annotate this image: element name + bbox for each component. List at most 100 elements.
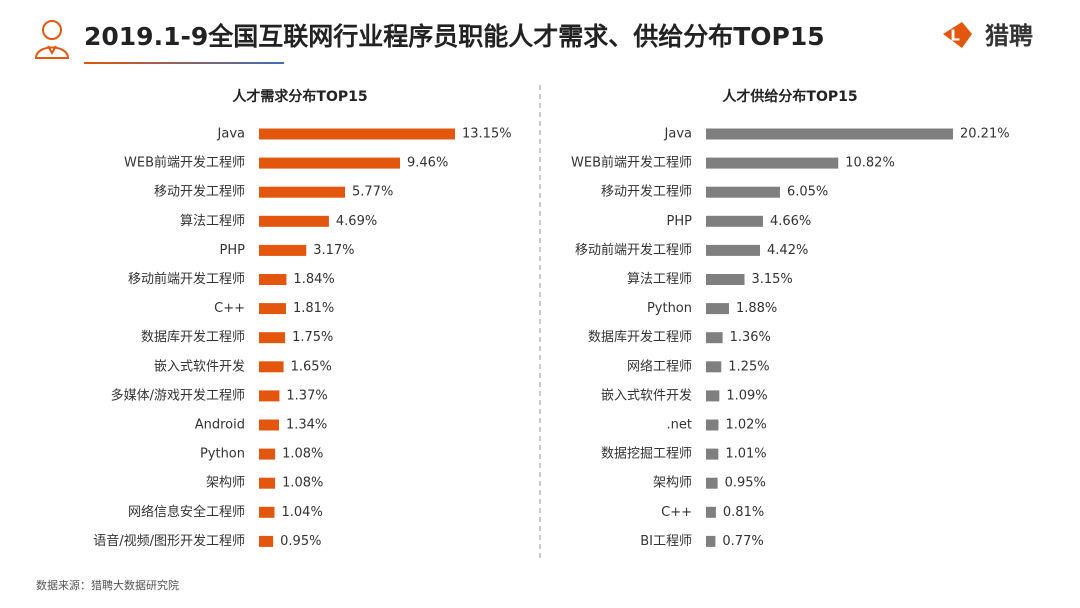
bar — [259, 128, 455, 140]
bar — [706, 506, 716, 518]
value-label: 0.95% — [725, 476, 766, 491]
chart-title: 人才需求分布TOP15 — [232, 88, 367, 105]
bar — [259, 215, 329, 227]
bar — [259, 303, 286, 315]
value-label: 6.05% — [787, 185, 828, 200]
value-label: 13.15% — [462, 127, 512, 142]
bar — [706, 535, 716, 547]
category-label: Python — [200, 447, 245, 462]
bar — [706, 274, 745, 285]
svg-text:L: L — [950, 27, 960, 45]
value-label: 1.08% — [282, 447, 323, 462]
category-label: 移动前端开发工程师 — [128, 271, 245, 287]
bar — [706, 157, 839, 169]
value-label: 4.69% — [336, 214, 377, 229]
value-label: 1.75% — [292, 330, 333, 345]
category-label: 数据挖掘工程师 — [601, 447, 692, 462]
category-label: WEB前端开发工程师 — [124, 155, 245, 171]
source: 数据来源：猎聘大数据研究院 — [36, 578, 179, 592]
bar — [259, 448, 276, 460]
chart-title: 人才供给分布TOP15 — [722, 88, 857, 105]
logo-icon: L — [943, 22, 972, 48]
bar — [259, 332, 286, 344]
category-label: .net — [667, 418, 692, 433]
category-label: 架构师 — [653, 476, 692, 491]
category-label: PHP — [667, 214, 693, 229]
value-label: 1.09% — [726, 388, 767, 403]
category-label: 嵌入式软件开发 — [154, 358, 245, 374]
value-label: 1.25% — [728, 359, 769, 374]
value-label: 1.36% — [730, 330, 771, 345]
bar — [259, 361, 284, 373]
bar — [706, 390, 720, 402]
value-label: 1.37% — [286, 388, 327, 403]
category-label: 网络信息安全工程师 — [128, 504, 245, 520]
category-label: 移动开发工程师 — [601, 184, 692, 200]
bar — [706, 303, 729, 315]
category-label: PHP — [220, 243, 246, 258]
value-label: 3.15% — [751, 272, 792, 287]
bar — [259, 390, 280, 402]
bar — [706, 186, 780, 198]
bar — [706, 332, 723, 344]
value-label: 0.95% — [280, 534, 321, 549]
bar — [259, 506, 275, 518]
bar — [259, 157, 401, 169]
value-label: 1.81% — [293, 301, 334, 316]
page-title: 2019.1-9全国互联网行业程序员职能人才需求、供给分布TOP15 — [84, 22, 825, 51]
bar — [259, 477, 276, 489]
value-label: 5.77% — [352, 185, 393, 200]
bar — [706, 244, 761, 256]
value-label: 1.01% — [725, 447, 766, 462]
category-label: WEB前端开发工程师 — [571, 155, 692, 171]
value-label: 1.02% — [725, 418, 766, 433]
value-label: 4.66% — [770, 214, 811, 229]
value-label: 20.21% — [960, 127, 1010, 142]
category-label: 算法工程师 — [180, 214, 245, 229]
value-label: 1.65% — [291, 359, 332, 374]
value-label: 10.82% — [845, 156, 895, 171]
bar — [259, 419, 279, 431]
category-label: 语音/视频/图形开发工程师 — [93, 533, 245, 549]
category-label: 移动前端开发工程师 — [575, 242, 692, 258]
bar — [259, 274, 287, 285]
value-label: 1.34% — [286, 418, 327, 433]
category-label: 移动开发工程师 — [154, 184, 245, 200]
bar — [706, 361, 722, 373]
value-label: 3.17% — [313, 243, 354, 258]
category-label: 数据库开发工程师 — [141, 329, 245, 345]
value-label: 4.42% — [767, 243, 808, 258]
bar — [706, 477, 718, 489]
logo-text: 猎聘 — [985, 22, 1033, 50]
category-label: Android — [195, 418, 245, 433]
bar — [259, 244, 307, 256]
category-label: C++ — [661, 505, 692, 520]
category-label: 算法工程师 — [627, 272, 692, 287]
category-label: BI工程师 — [640, 534, 692, 549]
value-label: 1.04% — [282, 505, 323, 520]
bar — [259, 535, 274, 547]
value-label: 9.46% — [407, 156, 448, 171]
person-icon — [34, 20, 70, 59]
category-label: 嵌入式软件开发 — [601, 387, 692, 403]
category-label: 多媒体/游戏开发工程师 — [111, 387, 245, 403]
category-label: Python — [647, 301, 692, 316]
title-underline — [84, 62, 284, 64]
value-label: 1.08% — [282, 476, 323, 491]
bar — [706, 419, 719, 431]
bar — [706, 448, 719, 460]
value-label: 1.88% — [736, 301, 777, 316]
value-label: 1.84% — [293, 272, 334, 287]
category-label: 网络工程师 — [627, 358, 692, 374]
value-label: 0.77% — [722, 534, 763, 549]
bar — [706, 128, 953, 140]
category-label: 架构师 — [206, 476, 245, 491]
bar — [259, 186, 346, 198]
category-label: Java — [217, 127, 245, 142]
value-label: 0.81% — [723, 505, 764, 520]
bar — [706, 215, 763, 227]
category-label: 数据库开发工程师 — [588, 329, 692, 345]
category-label: Java — [664, 127, 692, 142]
